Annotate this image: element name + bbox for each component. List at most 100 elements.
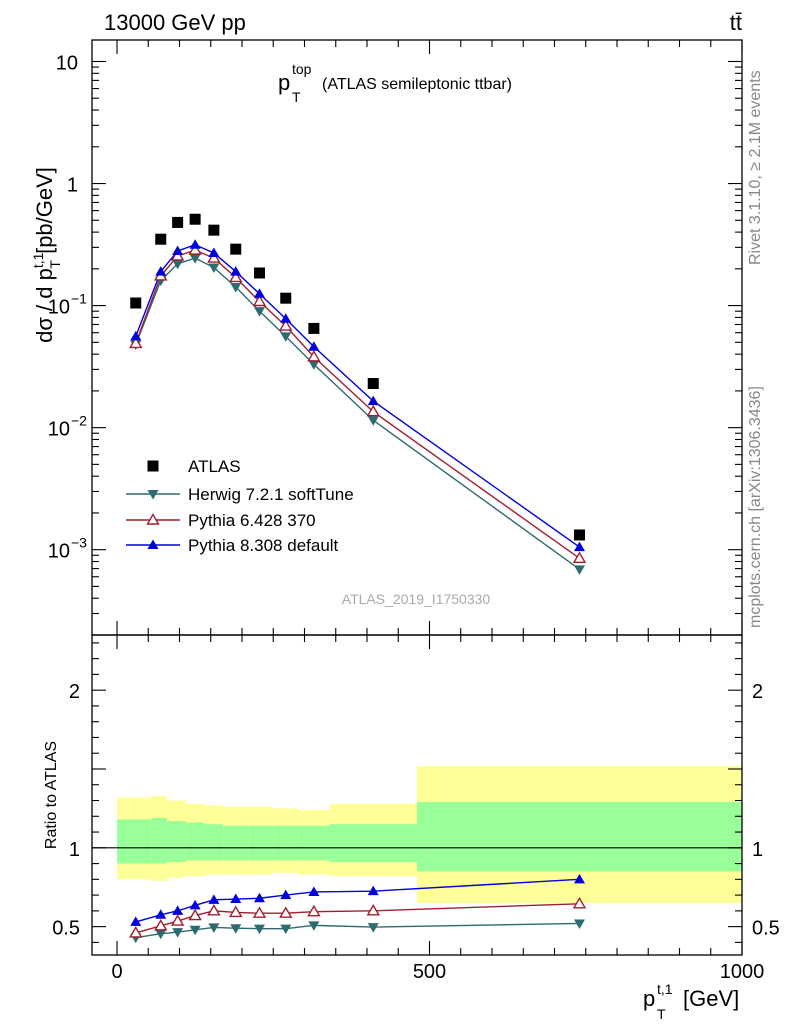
ratio-y-tick-label-right: 1	[752, 839, 763, 861]
pythia-8-308-default-ratio-point	[189, 899, 201, 910]
y-tick-base: 10	[48, 541, 70, 563]
atlas-point	[130, 297, 142, 309]
title-superscript: top	[292, 61, 312, 77]
inner-band	[167, 821, 186, 862]
pythia-8-308-default-point	[189, 239, 201, 249]
y-tick-base: 10	[48, 419, 70, 441]
y-tick-label: 10 −3	[48, 535, 87, 563]
plot-title: p top T (ATLAS semileptonic ttbar)	[278, 61, 512, 105]
pythia-6-428-370-ratio-point	[366, 903, 380, 916]
pythia-6-428-370-point	[229, 270, 243, 283]
herwig-7-2-1-softtune-point	[189, 254, 201, 264]
atlas-point	[208, 224, 220, 236]
pythia-8-308-default-ratio-point	[574, 873, 585, 884]
inner-band	[185, 822, 205, 861]
pythia-8-308-default-ratio-point	[172, 905, 184, 915]
ratio-y-tick-label-left: 1	[69, 839, 80, 861]
pythia-6-428-370-point	[252, 294, 267, 307]
title-subscript: T	[292, 89, 301, 105]
pythia-8-308-default-ratio-point	[308, 886, 320, 896]
atlas-point	[230, 243, 242, 255]
energy-label: 13000 GeV pp	[104, 10, 246, 35]
inner-band	[298, 825, 330, 861]
herwig-7-2-1-softtune-ratio-point	[208, 923, 220, 933]
pythia-8-308-default-point	[308, 341, 320, 351]
pythia-6-428-370-point	[207, 251, 221, 263]
inner-band	[273, 825, 299, 861]
atlas-point	[254, 267, 265, 279]
inner-band	[151, 817, 167, 864]
herwig-7-2-1-softtune-ratio-point	[574, 919, 585, 929]
x-tick-label: 1000	[720, 961, 765, 983]
pythia-6-428-370-ratio-point	[279, 906, 293, 918]
rivet-label: Rivet 3.1.10, ≥ 2.1M events	[747, 70, 764, 265]
pythia-6-428-370-ratio-point	[129, 926, 143, 938]
x-label-superscript: t,1	[657, 981, 673, 997]
pythia-8-308-default-point	[172, 245, 184, 256]
pythia-6-428-370-point	[170, 249, 185, 261]
mcplots-label: mcplots.cern.ch [arXiv:1306.3436]	[747, 386, 764, 628]
herwig-7-2-1-softtune-point	[574, 565, 585, 575]
legend-marker	[146, 513, 160, 525]
title-description: (ATLAS semileptonic ttbar)	[322, 76, 512, 93]
ratio-y-axis-label: Ratio to ATLAS	[43, 741, 60, 849]
pythia-6-428-370-point	[279, 319, 293, 331]
x-axis-label: p t,1 T [GeV]	[643, 981, 739, 1022]
inner-band	[117, 819, 152, 864]
pythia-8-308-default-point	[280, 313, 292, 323]
y-tick-exponent: −3	[71, 535, 87, 551]
ratio-frame	[91, 634, 743, 956]
legend-entry-atlas: ATLAS	[147, 457, 241, 476]
herwig-7-2-1-softtune-ratio-line	[135, 922, 580, 939]
inner-band	[248, 825, 274, 861]
analysis-id: ATLAS_2019_I1750330	[342, 591, 491, 607]
y-tick-base: 10	[48, 297, 70, 319]
pythia-8-308-default-point	[208, 247, 220, 257]
y-tick-label: 10 −2	[48, 413, 87, 441]
ratio-y-tick-label-left: 2	[69, 681, 80, 703]
y-tick-base: 1	[67, 175, 78, 197]
herwig-7-2-1-softtune-point	[367, 416, 379, 426]
pythia-6-428-370-ratio-point	[252, 906, 267, 918]
process-label: tt̄	[730, 10, 742, 35]
pythia-6-428-370-ratio-point	[229, 905, 243, 918]
x-tick-label: 500	[413, 961, 446, 983]
pythia-6-428-370-point	[307, 349, 321, 362]
pythia-8-308-default-ratio-point	[130, 916, 142, 926]
herwig-7-2-1-softtune-ratio-point	[308, 921, 320, 931]
ratio-panel: 0.5 0.5 1 1 2 2 0 500 1000	[52, 634, 780, 983]
atlas-point	[189, 213, 201, 225]
legend-label: Herwig 7.2.1 softTune	[188, 485, 354, 504]
pythia-6-428-370-ratio-point	[207, 903, 221, 916]
legend-entry-herwig-7-2-1-softtune: Herwig 7.2.1 softTune	[126, 485, 354, 504]
legend: ATLAS Herwig 7.2.1 softTune Pythia 6.428 3…	[126, 457, 354, 555]
pythia-6-428-370-ratio-point	[307, 904, 321, 917]
atlas-point	[280, 292, 292, 304]
pythia-6-428-370-point	[188, 243, 202, 255]
herwig-7-2-1-softtune-ratio-point	[172, 928, 184, 938]
pythia-6-428-370-ratio-point	[170, 914, 185, 926]
herwig-7-2-1-softtune-ratio-point	[189, 925, 201, 936]
pythia-8-308-default-point	[254, 288, 265, 298]
pythia-6-428-370-ratio-point	[154, 918, 168, 931]
legend-entry-pythia-6-428-370: Pythia 6.428 370	[126, 511, 316, 530]
pythia-6-428-370-ratio-point	[572, 896, 587, 909]
pythia-8-308-default-ratio-point	[155, 909, 167, 919]
inner-band	[329, 824, 417, 862]
atlas-point	[308, 322, 320, 334]
pythia-8-308-default-point	[130, 330, 142, 341]
y-tick-exponent: −2	[71, 413, 87, 429]
y-tick-base: 10	[56, 52, 78, 74]
ratio-series-markers	[129, 873, 587, 944]
pythia-8-308-default-ratio-point	[208, 894, 220, 904]
herwig-7-2-1-softtune-point	[230, 283, 242, 293]
x-tick-label: 0	[111, 961, 122, 983]
legend-marker	[147, 539, 159, 549]
atlas-point	[574, 529, 585, 541]
legend-label: Pythia 8.308 default	[188, 536, 339, 555]
x-label-subscript: T	[657, 1006, 666, 1022]
ratio-y-tick-label-left: 0.5	[52, 918, 80, 940]
ratio-y-tick-labels: 0.5 0.5 1 1 2 2	[52, 681, 780, 939]
